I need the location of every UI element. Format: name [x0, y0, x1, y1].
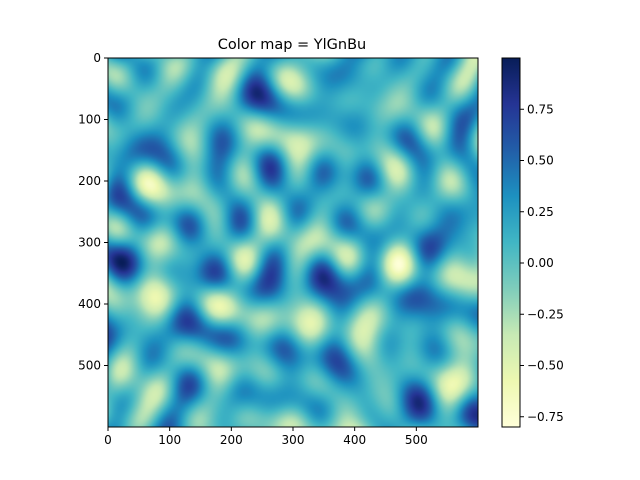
- x-tick-label: 0: [104, 433, 112, 447]
- y-tick-label: 500: [78, 359, 101, 373]
- colorbar-tick-label: 0.00: [527, 256, 554, 270]
- colorbar-tick-label: −0.75: [527, 410, 564, 424]
- colorbar-tick-label: 0.50: [527, 154, 554, 168]
- y-tick-label: 300: [78, 236, 101, 250]
- colorbar-tick-label: 0.75: [527, 102, 554, 116]
- x-axis: 0 100 200 300 400 500: [104, 427, 428, 447]
- chart-title: Color map = YlGnBu: [218, 37, 367, 53]
- y-tick-label: 400: [78, 297, 101, 311]
- y-axis: 0 100 200 300 400 500: [78, 51, 108, 373]
- colorbar: 0.75 0.50 0.25 0.00 −0.25 −0.50 −0.75: [501, 57, 564, 428]
- x-tick-label: 400: [343, 433, 366, 447]
- plot-area: [107, 57, 479, 428]
- y-tick-label: 100: [78, 113, 101, 127]
- heatmap-image: [108, 58, 478, 427]
- x-tick-label: 100: [158, 433, 181, 447]
- x-tick-label: 300: [282, 433, 305, 447]
- colorbar-tick-label: 0.25: [527, 205, 554, 219]
- colorbar-tick-label: −0.50: [527, 359, 564, 373]
- x-tick-label: 500: [405, 433, 428, 447]
- y-tick-label: 200: [78, 174, 101, 188]
- colorbar-gradient: [502, 58, 520, 427]
- y-tick-label: 0: [93, 51, 101, 65]
- colorbar-tick-label: −0.25: [527, 307, 564, 321]
- x-tick-label: 200: [220, 433, 243, 447]
- colorbar-frame: [501, 57, 521, 428]
- colorbar-ticks: 0.75 0.50 0.25 0.00 −0.25 −0.50 −0.75: [520, 102, 564, 424]
